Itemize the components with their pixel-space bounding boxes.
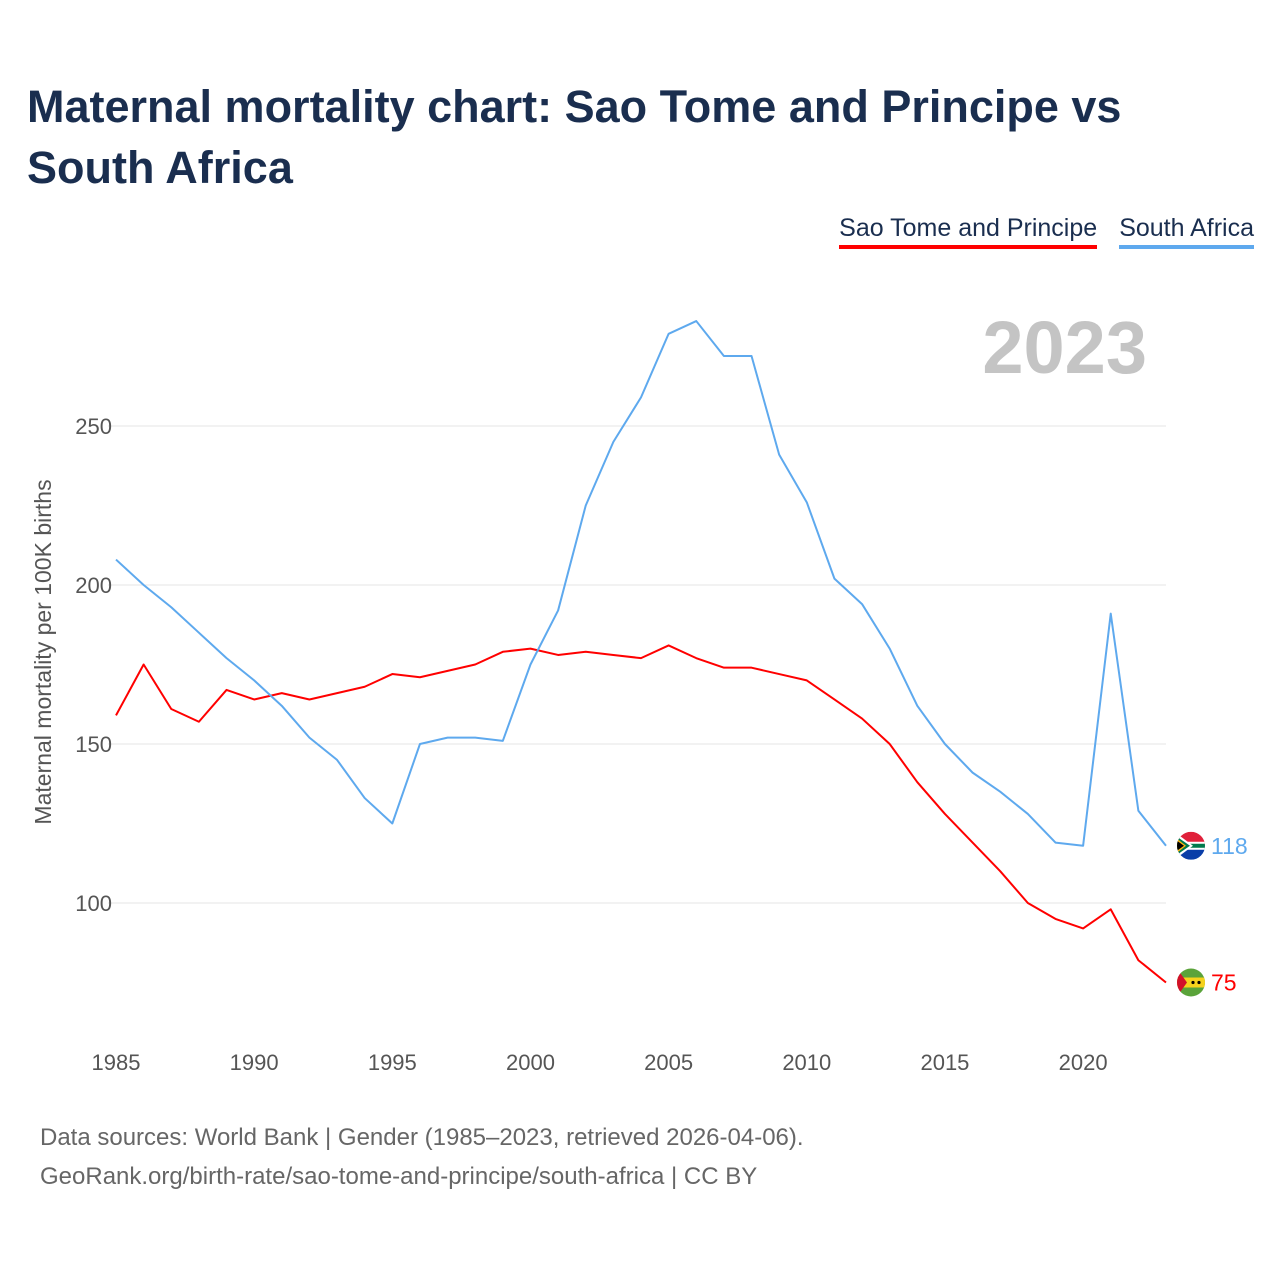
source-line-2[interactable]: GeoRank.org/birth-rate/sao-tome-and-prin… (40, 1163, 758, 1190)
x-tick-label: 2005 (644, 1050, 693, 1075)
year-label: 2023 (982, 306, 1147, 389)
source-note: Data sources: World Bank | Gender (1985–… (40, 1118, 804, 1196)
end-value-label: 75 (1211, 970, 1237, 996)
y-tick-label: 200 (75, 573, 112, 598)
x-tick-label: 2010 (782, 1050, 831, 1075)
x-tick-label: 2020 (1059, 1050, 1108, 1075)
x-tick-label: 2015 (920, 1050, 969, 1075)
legend-item-sao-tome[interactable]: Sao Tome and Principe (839, 214, 1098, 249)
series-line-sao-tome (115, 644, 1167, 984)
x-tick-label: 1995 (368, 1050, 417, 1075)
x-tick-label: 1985 (92, 1050, 141, 1075)
legend-item-south-africa[interactable]: South Africa (1119, 214, 1254, 249)
y-tick-label: 150 (75, 732, 112, 757)
south-africa-flag-icon (1177, 831, 1205, 860)
source-line-1: Data sources: World Bank | Gender (1985–… (40, 1124, 804, 1151)
y-tick-label: 250 (75, 414, 112, 439)
x-tick-label: 1990 (230, 1050, 279, 1075)
legend: Sao Tome and Principe South Africa (839, 214, 1254, 249)
chart-title: Maternal mortality chart: Sao Tome and P… (27, 81, 1122, 193)
x-tick-label: 2000 (506, 1050, 555, 1075)
y-axis-label: Maternal mortality per 100K births (30, 479, 56, 824)
sao-tome-flag-icon (1177, 968, 1205, 997)
end-value-label: 118 (1211, 833, 1248, 859)
series-line-south-africa (115, 320, 1167, 847)
y-tick-label: 100 (75, 891, 112, 916)
